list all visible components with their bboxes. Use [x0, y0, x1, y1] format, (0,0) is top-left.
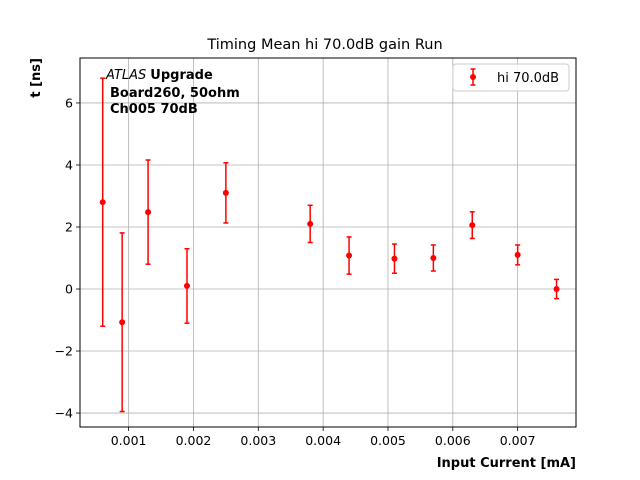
data-point [514, 244, 521, 266]
data-point [307, 204, 314, 244]
legend-marker [470, 68, 476, 86]
x-axis: 0.001 0.002 0.003 0.004 0.005 0.006 0.007 [111, 427, 536, 448]
point-marker [183, 282, 190, 289]
plot-frame [79, 57, 577, 428]
x-tick-label: 0.005 [370, 433, 406, 448]
point-marker [307, 220, 314, 227]
x-axis-label: Input Current [mA] [437, 456, 576, 471]
y-tick-label: −4 [55, 406, 73, 421]
data-point [346, 236, 353, 275]
annotation-atlas: ATLAS [105, 68, 146, 83]
point-marker [391, 255, 398, 262]
annotation: ATLAS Upgrade Board260, 50ohm Ch005 70dB [105, 68, 240, 117]
y-tick-label: −2 [55, 344, 73, 359]
data-point [553, 278, 560, 300]
point-marker [469, 222, 476, 229]
point-marker [553, 286, 560, 293]
legend-box [452, 63, 570, 92]
x-tick-label: 0.003 [240, 433, 276, 448]
point-marker [145, 209, 152, 216]
x-tick-label: 0.002 [176, 433, 212, 448]
y-tick-label: 4 [65, 157, 73, 172]
x-tick-label: 0.007 [500, 433, 536, 448]
point-marker [99, 199, 106, 206]
x-tick-label: 0.004 [305, 433, 341, 448]
data-point [145, 159, 152, 265]
annotation-board: Board260, 50ohm [110, 86, 240, 101]
x-tick-label: 0.006 [435, 433, 471, 448]
data-series [99, 77, 560, 413]
data-point [99, 77, 106, 327]
y-tick-label: 6 [65, 95, 73, 110]
data-point [469, 211, 476, 240]
data-point [183, 247, 190, 324]
data-point [430, 244, 437, 272]
point-marker [346, 252, 353, 259]
y-axis: −4 −2 0 2 4 6 [55, 95, 80, 421]
grid [80, 58, 576, 427]
point-marker [119, 319, 126, 326]
data-point [119, 232, 126, 413]
point-marker [514, 251, 521, 258]
y-tick-label: 0 [65, 282, 73, 297]
legend-label: hi 70.0dB [497, 71, 559, 86]
legend: hi 70.0dB [452, 63, 570, 92]
data-point [391, 243, 398, 274]
annotation-upgrade: Upgrade [150, 68, 213, 83]
x-tick-label: 0.001 [111, 433, 147, 448]
y-tick-label: 2 [65, 219, 73, 234]
y-axis-label: t [ns] [29, 58, 44, 98]
annotation-channel: Ch005 70dB [110, 102, 198, 117]
point-marker [222, 189, 229, 196]
chart-title: Timing Mean hi 70.0dB gain Run [206, 37, 442, 53]
data-point [222, 162, 229, 224]
point-marker [430, 255, 437, 262]
